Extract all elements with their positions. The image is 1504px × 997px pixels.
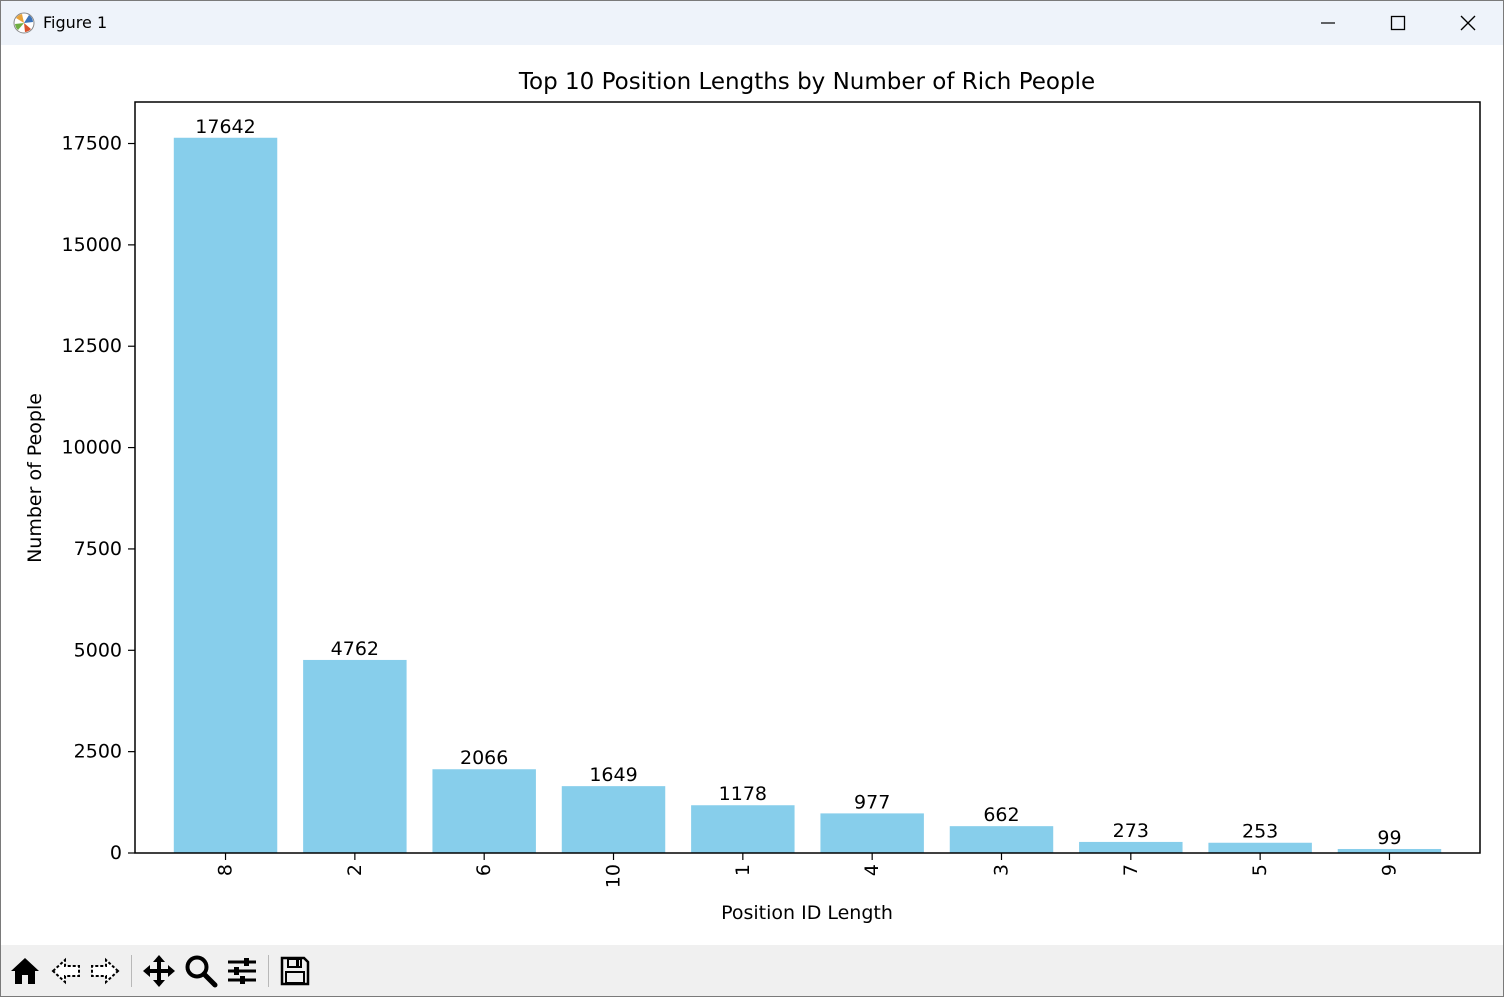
- x-tick-label: 2: [344, 864, 366, 876]
- x-tick-label: 6: [473, 864, 495, 876]
- minimize-icon: [1321, 22, 1335, 24]
- y-tick-label: 2500: [74, 741, 122, 763]
- pan-move-icon: [143, 955, 175, 987]
- forward-button[interactable]: [86, 952, 124, 990]
- bar-value-label: 273: [1113, 820, 1149, 842]
- home-button[interactable]: [6, 952, 44, 990]
- bar: [691, 805, 795, 853]
- y-axis-label: Number of People: [24, 393, 46, 563]
- plot-frame: [134, 101, 1481, 854]
- y-tick-label: 0: [110, 842, 122, 864]
- bar: [432, 769, 536, 853]
- x-tick-label: 9: [1378, 864, 1400, 876]
- bar-value-label: 977: [854, 791, 890, 813]
- toolbar-separator: [131, 955, 132, 987]
- bar-value-label: 253: [1242, 821, 1278, 843]
- bar-value-label: 2066: [460, 747, 508, 769]
- x-tick-label: 8: [215, 864, 237, 876]
- toolbar-separator: [268, 955, 269, 987]
- configure-subplots-icon: [228, 958, 256, 984]
- x-tick-label: 3: [990, 864, 1012, 876]
- bar-value-label: 4762: [331, 638, 379, 660]
- bar: [561, 786, 666, 853]
- bar-value-label: 662: [983, 804, 1019, 826]
- bar-value-label: 1649: [589, 764, 637, 786]
- bar-value-label: 17642: [195, 116, 255, 138]
- navigation-toolbar: [1, 945, 1503, 996]
- back-arrow-icon: [51, 957, 80, 985]
- back-button[interactable]: [47, 952, 85, 990]
- x-axis-label: Position ID Length: [721, 902, 893, 924]
- close-button[interactable]: [1433, 1, 1503, 45]
- y-tick-label: 12500: [62, 335, 122, 357]
- title-bar: Figure 1: [1, 1, 1503, 45]
- save-button[interactable]: [276, 952, 314, 990]
- home-icon: [11, 958, 39, 984]
- bar-chart: Top 10 Position Lengths by Number of Ric…: [24, 69, 1481, 924]
- zoom-button[interactable]: [182, 952, 220, 990]
- bar: [1208, 842, 1312, 853]
- maximize-button[interactable]: [1363, 1, 1433, 45]
- bar: [1337, 848, 1442, 853]
- y-tick-label: 15000: [62, 234, 122, 256]
- x-tick-label: 10: [603, 864, 625, 888]
- y-tick-label: 17500: [62, 133, 122, 155]
- x-tick-label: 7: [1120, 864, 1142, 876]
- save-floppy-icon: [280, 956, 310, 986]
- bar-value-label: 1178: [719, 783, 767, 805]
- matplotlib-icon: [13, 12, 35, 34]
- bar-value-label: 99: [1377, 827, 1401, 849]
- bar: [173, 137, 278, 853]
- configure-subplots-button[interactable]: [223, 952, 261, 990]
- y-tick-label: 5000: [74, 639, 122, 661]
- close-icon: [1460, 15, 1476, 31]
- x-tick-label: 5: [1249, 864, 1271, 876]
- minimize-button[interactable]: [1293, 1, 1363, 45]
- maximize-icon: [1390, 15, 1406, 31]
- x-tick-label: 4: [861, 864, 883, 876]
- y-tick-label: 10000: [62, 437, 122, 459]
- bar: [949, 826, 1054, 853]
- zoom-magnifier-icon: [185, 955, 218, 988]
- bar: [820, 813, 924, 853]
- chart-title: Top 10 Position Lengths by Number of Ric…: [518, 69, 1095, 95]
- figure-canvas[interactable]: Top 10 Position Lengths by Number of Ric…: [1, 45, 1503, 945]
- y-tick-label: 7500: [74, 538, 122, 560]
- window-title: Figure 1: [43, 13, 108, 32]
- bar: [1079, 841, 1183, 853]
- bar: [303, 659, 407, 853]
- pan-button[interactable]: [140, 952, 178, 990]
- x-tick-label: 1: [732, 864, 754, 876]
- forward-arrow-icon: [91, 957, 120, 985]
